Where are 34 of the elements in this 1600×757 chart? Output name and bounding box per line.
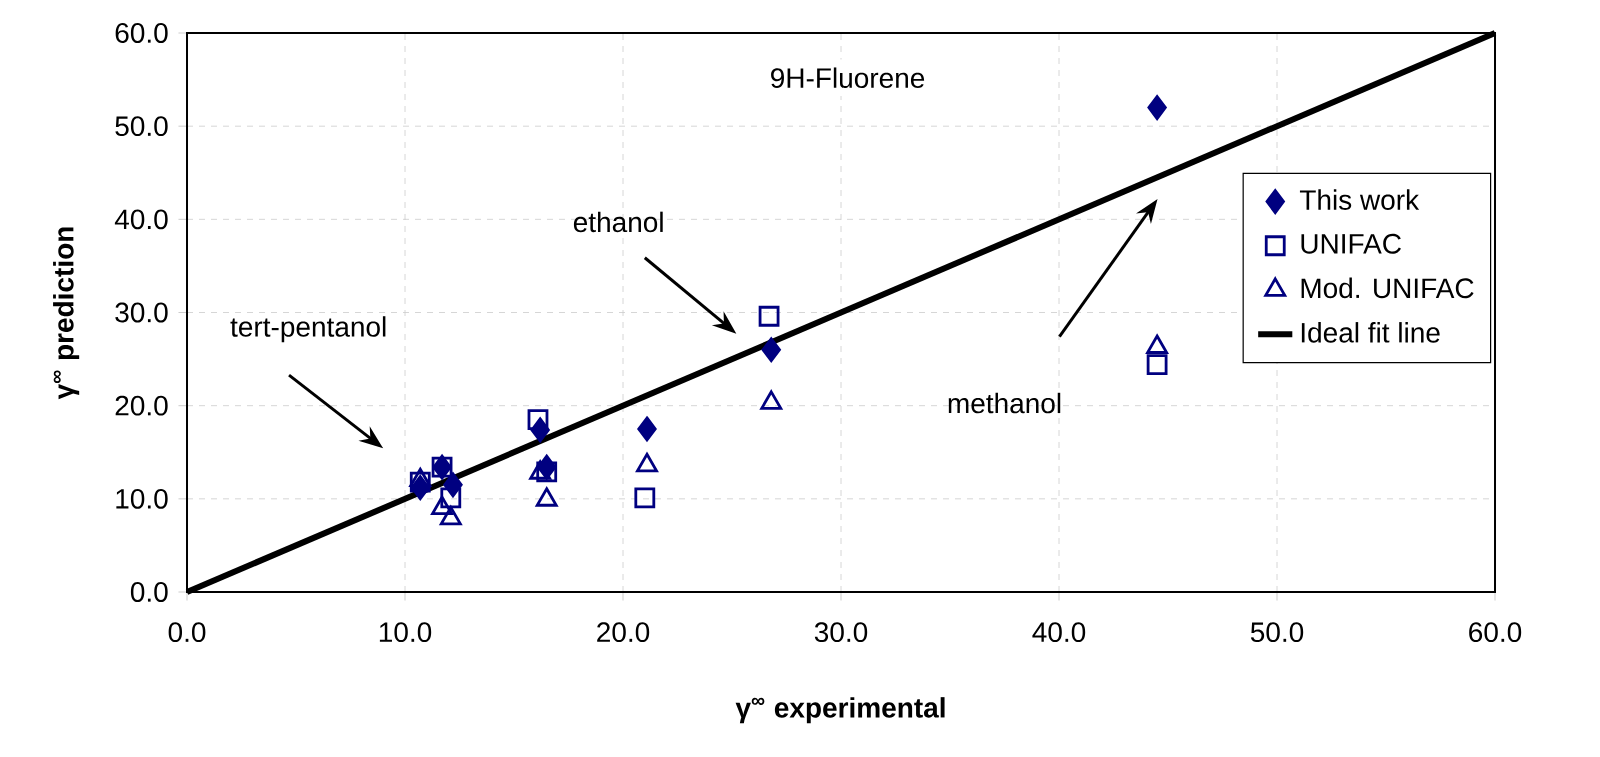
y-tick-label: 10.0	[116, 488, 168, 509]
point	[761, 337, 781, 363]
point	[536, 461, 558, 483]
x-tick-label: 50.0	[1250, 622, 1304, 643]
legend-label: UNIFAC	[1301, 233, 1401, 254]
legend-label: Mod. UNIFAC	[1301, 277, 1474, 299]
x-tick-label: 0.0	[168, 622, 206, 643]
x-tick-label: 40.0	[1032, 622, 1086, 643]
y-tick-label: 0.0	[130, 582, 168, 602]
point	[1146, 354, 1168, 376]
x-tick-label: 30.0	[814, 622, 868, 643]
annotation: tert-pentanol	[230, 316, 386, 343]
x-tick-label: 60.0	[1469, 622, 1522, 643]
y-tick-label: 60.0	[115, 23, 168, 43]
y-axis-title: γ$^{∞}$ prediction	[53, 227, 80, 400]
point	[527, 409, 549, 431]
y-tick-label: 40.0	[114, 209, 168, 230]
legend-label: Ideal fit line	[1301, 322, 1440, 343]
point	[634, 487, 656, 509]
text: 9H-Fluorene	[771, 67, 925, 89]
annotation: ethanol	[573, 211, 663, 233]
point	[409, 471, 431, 493]
x-tick-label: 20.0	[597, 622, 650, 643]
legend-label: This work	[1299, 189, 1420, 210]
annotation: methanol	[948, 392, 1061, 414]
point	[440, 487, 462, 509]
y-tick-label: 30.0	[115, 302, 168, 323]
point	[758, 305, 780, 327]
point	[637, 416, 657, 442]
y-tick-label: 20.0	[115, 395, 168, 416]
x-axis-title: γ$^{∞}$ experimental	[735, 697, 945, 724]
y-tick-label: 50.0	[115, 116, 168, 137]
point	[1147, 95, 1167, 120]
x-tick-label: 10.0	[379, 622, 432, 643]
